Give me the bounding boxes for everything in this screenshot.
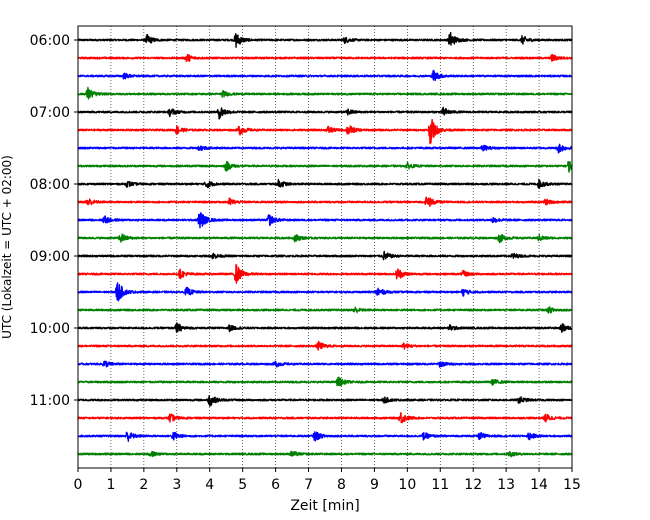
x-tick-label: 3 xyxy=(172,477,181,493)
y-axis-label: UTC (Lokalzeit = UTC + 02:00) xyxy=(0,155,14,339)
seismic-trace xyxy=(77,196,573,208)
seismic-trace xyxy=(77,360,573,368)
x-tick-label: 11 xyxy=(431,477,449,493)
seismic-trace xyxy=(77,250,573,261)
x-tick-label: 10 xyxy=(398,477,416,493)
x-tick-label: 4 xyxy=(205,477,214,493)
x-tick-label: 1 xyxy=(106,477,115,493)
x-axis-label: Zeit [min] xyxy=(290,498,359,514)
seismic-trace xyxy=(77,282,573,302)
x-tick-label: 5 xyxy=(238,477,247,493)
x-tick-label: 6 xyxy=(271,477,280,493)
x-tick-label: 8 xyxy=(337,477,346,493)
x-tick-label: 7 xyxy=(304,477,313,493)
seismic-trace xyxy=(77,411,573,424)
x-tick-label: 12 xyxy=(464,477,482,493)
seismic-trace xyxy=(77,31,573,48)
y-tick-label: 09:00 xyxy=(30,249,70,265)
grid-layer xyxy=(110,26,540,468)
seismic-trace xyxy=(77,376,573,387)
seismic-trace xyxy=(77,395,573,407)
seismic-trace xyxy=(77,118,573,145)
seismic-trace xyxy=(77,233,573,244)
seismic-trace xyxy=(77,431,573,442)
seismic-trace xyxy=(77,212,573,229)
seismic-trace xyxy=(77,86,573,100)
y-tick-label: 08:00 xyxy=(30,177,70,193)
seismic-trace xyxy=(77,143,573,154)
tick-layer: 0 1 2 3 4 5 6 7 8 9 10 11 12 13 14 1506:0007:0008:0009:… xyxy=(30,33,581,493)
x-tick-label: 9 xyxy=(370,477,379,493)
plot-frame xyxy=(77,25,573,469)
seismic-trace xyxy=(77,450,573,458)
seismic-trace xyxy=(77,69,573,82)
x-tick-label: 15 xyxy=(563,477,581,493)
y-tick-label: 06:00 xyxy=(30,33,70,49)
seismic-trace xyxy=(77,322,573,333)
seismic-trace xyxy=(77,178,573,189)
x-tick-label: 0 xyxy=(74,477,83,493)
x-tick-label: 14 xyxy=(530,477,548,493)
y-tick-label: 10:00 xyxy=(30,321,70,337)
seismic-trace xyxy=(77,263,573,284)
seismic-trace xyxy=(77,106,573,120)
y-tick-label: 11:00 xyxy=(30,393,70,409)
seismic-trace xyxy=(77,160,573,173)
trace-layer xyxy=(77,31,573,458)
x-tick-label: 2 xyxy=(139,477,148,493)
y-tick-label: 07:00 xyxy=(30,105,70,121)
seismic-trace xyxy=(77,306,573,314)
seismic-trace xyxy=(77,340,573,351)
x-tick-label: 13 xyxy=(497,477,515,493)
seismic-trace xyxy=(77,53,573,62)
